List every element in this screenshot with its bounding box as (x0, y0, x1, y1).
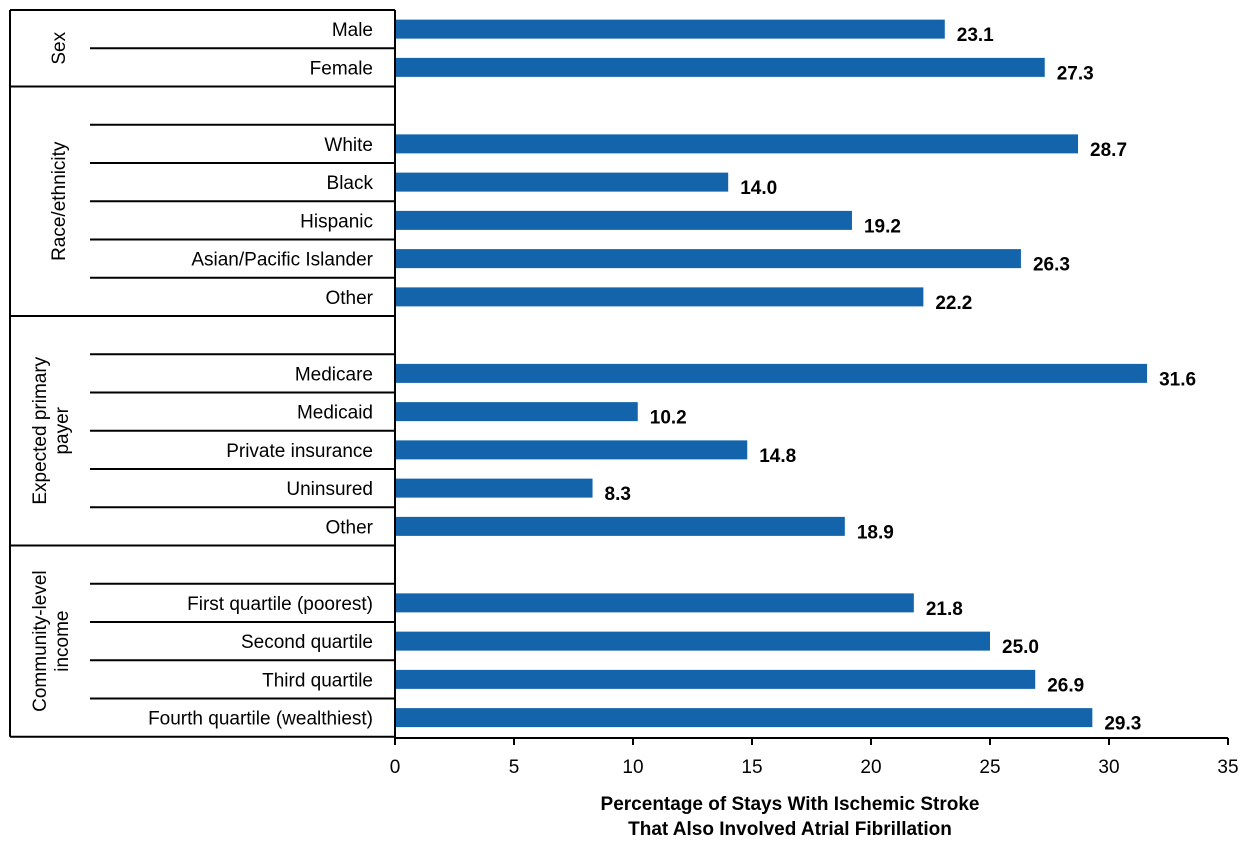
data-label: 14.0 (740, 178, 777, 199)
category-label: Other (325, 517, 373, 538)
data-label: 14.8 (759, 446, 796, 467)
category-label: Other (325, 288, 373, 309)
group-label: Expected primary (30, 356, 51, 504)
x-tick-label: 20 (860, 757, 881, 778)
bar (395, 210, 852, 230)
data-label: 31.6 (1159, 369, 1196, 390)
category-label: Asian/Pacific Islander (191, 250, 373, 271)
group-label: payer (52, 406, 73, 454)
data-label: 26.9 (1047, 675, 1084, 696)
bar (395, 402, 638, 422)
category-label: Second quartile (241, 632, 373, 653)
bar (395, 19, 945, 39)
bar (395, 249, 1021, 269)
group-label: Community-level (30, 570, 51, 711)
group-label: Sex (49, 31, 70, 64)
x-tick-label: 0 (390, 757, 401, 778)
category-label: First quartile (poorest) (187, 594, 373, 615)
category-label: Fourth quartile (wealthiest) (148, 709, 373, 730)
bar (395, 708, 1093, 728)
data-label: 10.2 (650, 408, 687, 429)
bar (395, 516, 845, 536)
bar (395, 440, 748, 460)
category-label: Third quartile (262, 670, 373, 691)
bar (395, 172, 729, 192)
x-tick-label: 35 (1217, 757, 1238, 778)
category-label: Female (310, 58, 373, 79)
x-tick-label: 5 (509, 757, 520, 778)
x-tick-label: 15 (741, 757, 762, 778)
bar (395, 134, 1079, 154)
data-label: 23.1 (957, 25, 994, 46)
data-label: 21.8 (926, 599, 963, 620)
bar (395, 669, 1036, 689)
data-label: 22.2 (935, 293, 972, 314)
bar (395, 363, 1148, 383)
x-tick-label: 30 (1098, 757, 1119, 778)
category-label: Male (332, 20, 373, 41)
x-axis-title: That Also Involved Atrial Fibrillation (628, 819, 952, 840)
category-label: Private insurance (226, 441, 373, 462)
bar (395, 478, 593, 498)
x-tick-label: 10 (622, 757, 643, 778)
bar (395, 593, 914, 613)
data-label: 28.7 (1090, 140, 1127, 161)
data-label: 27.3 (1057, 63, 1094, 84)
category-label: Medicaid (297, 403, 373, 424)
x-axis-title: Percentage of Stays With Ischemic Stroke (601, 794, 980, 815)
category-label: Black (327, 173, 374, 194)
data-label: 19.2 (864, 216, 901, 237)
data-label: 29.3 (1104, 714, 1141, 735)
category-label: Hispanic (300, 211, 373, 232)
data-label: 18.9 (857, 522, 894, 543)
x-tick-label: 25 (979, 757, 1000, 778)
data-label: 8.3 (605, 484, 631, 505)
bar (395, 57, 1045, 77)
data-label: 26.3 (1033, 255, 1070, 276)
data-label: 25.0 (1002, 637, 1039, 658)
category-label: White (324, 135, 373, 156)
group-label: Race/ethnicity (49, 141, 70, 261)
category-label: Medicare (295, 364, 373, 385)
bar (395, 631, 990, 651)
bar (395, 287, 924, 307)
group-label: income (52, 611, 73, 672)
category-label: Uninsured (286, 479, 373, 500)
